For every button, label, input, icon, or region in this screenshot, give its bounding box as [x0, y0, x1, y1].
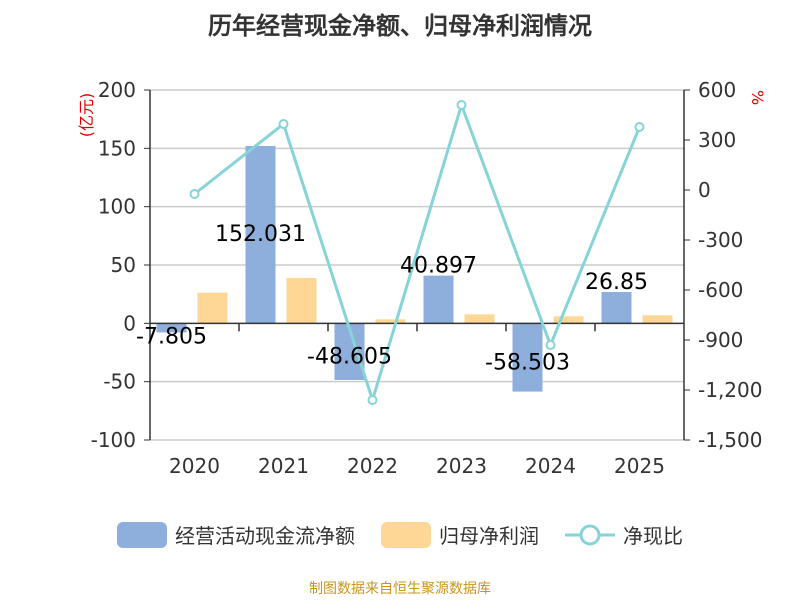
left-axis-unit: (亿元) [77, 93, 96, 138]
right-tick-label: -600 [698, 278, 743, 302]
right-tick-label: 300 [698, 128, 736, 152]
bar-cash [156, 323, 187, 333]
point-ratio [456, 100, 467, 110]
bar-cash [245, 145, 276, 324]
legend-item-ratio[interactable]: 净现比 [565, 520, 683, 549]
left-tick-label: 0 [123, 311, 136, 335]
x-tick-label: 2024 [525, 454, 576, 478]
bar-cash [512, 323, 543, 392]
data-label-cash: 152.031 [215, 222, 306, 247]
data-label-cash: -58.503 [485, 350, 570, 375]
legend-item-cash[interactable]: 经营活动现金流净额 [117, 520, 355, 549]
bar-cash [423, 275, 454, 324]
right-tick-label: -900 [698, 328, 743, 352]
right-tick-label: 0 [698, 178, 711, 202]
data-label-cash: -48.605 [307, 345, 392, 370]
x-tick-label: 2025 [614, 454, 665, 478]
right-tick-label: -1,500 [698, 428, 762, 452]
legend: 经营活动现金流净额 归母净利润 净现比 [0, 520, 800, 549]
left-tick-label: -50 [103, 370, 136, 394]
data-label-cash: 40.897 [400, 254, 477, 279]
data-label-cash: 26.85 [585, 270, 648, 295]
x-tick-label: 2020 [169, 454, 220, 478]
data-label-cash: -7.805 [136, 324, 207, 349]
bar-profit [197, 292, 228, 324]
left-tick-label: 100 [98, 195, 136, 219]
legend-swatch-cash [117, 521, 167, 548]
legend-label-profit: 归母净利润 [439, 524, 539, 548]
x-tick-label: 2022 [347, 454, 398, 478]
right-tick-label: -300 [698, 228, 743, 252]
x-tick-label: 2023 [436, 454, 487, 478]
bar-profit [553, 316, 584, 324]
source-note: 制图数据来自恒生聚源数据库 [309, 581, 491, 597]
line-ratio [193, 100, 641, 406]
bar-profit [464, 314, 495, 324]
bar-profit [286, 277, 317, 324]
x-tick-label: 2021 [258, 454, 309, 478]
point-ratio [189, 189, 200, 199]
left-tick-label: -100 [91, 428, 136, 452]
left-tick-label: 50 [111, 253, 136, 277]
bar-profit [375, 319, 406, 324]
bar-cash [601, 292, 632, 324]
legend-label-cash: 经营活动现金流净额 [175, 524, 355, 548]
right-tick-label: -1,200 [698, 378, 762, 402]
right-tick-label: 600 [698, 78, 736, 102]
right-axis-unit: % [748, 90, 767, 105]
legend-swatch-profit [381, 521, 431, 548]
legend-label-ratio: 净现比 [623, 524, 683, 548]
bar-profit [642, 315, 673, 324]
point-ratio [634, 122, 645, 132]
chart-title: 历年经营现金净额、归母净利润情况 [208, 12, 592, 40]
legend-item-profit[interactable]: 归母净利润 [381, 520, 539, 549]
point-ratio [278, 119, 289, 129]
point-ratio [367, 395, 378, 405]
legend-line-circle-icon [565, 524, 615, 545]
left-tick-label: 200 [98, 78, 136, 102]
point-ratio [545, 340, 556, 350]
left-tick-label: 150 [98, 136, 136, 160]
